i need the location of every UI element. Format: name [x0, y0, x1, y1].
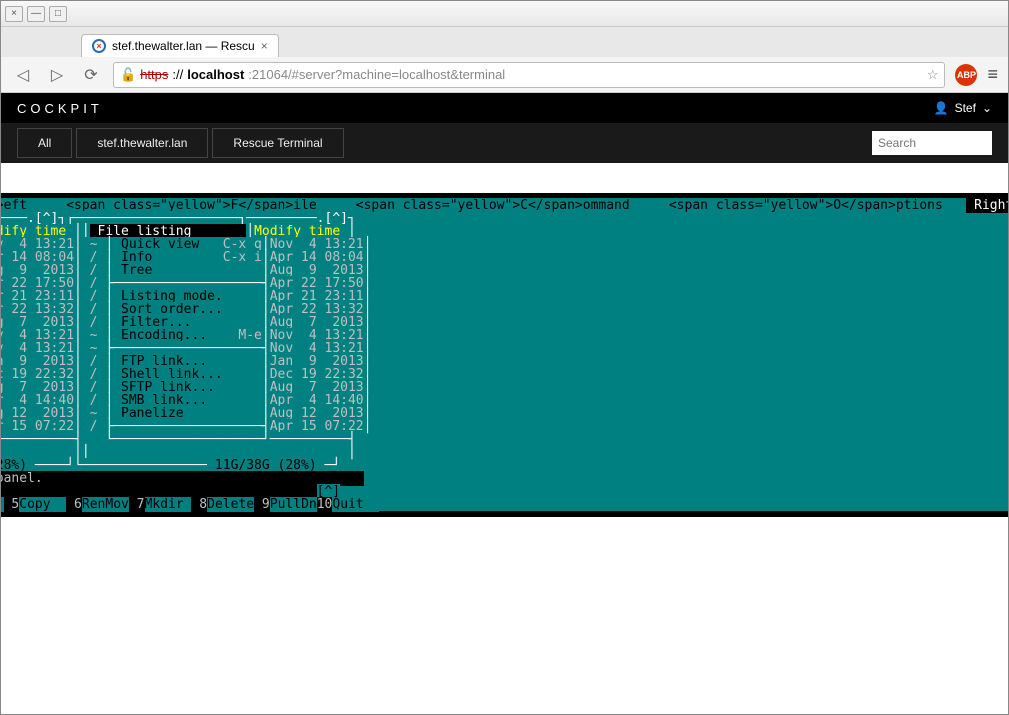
- browser-tabstrip: × stef.thewalter.lan — Rescu ×: [1, 27, 1008, 57]
- browser-toolbar: ◁ ▷ ⟳ 🔓 https :// localhost :21064/#server?…: [1, 57, 1008, 93]
- url-scheme: https: [140, 67, 168, 82]
- terminal[interactable]: <span class="yellow">L</span>eft <span c…: [1, 193, 1008, 517]
- reload-button[interactable]: ⟳: [79, 63, 103, 87]
- cockpit-brand: COCKPIT: [17, 101, 103, 116]
- lock-broken-icon: 🔓: [120, 67, 136, 83]
- user-menu[interactable]: 👤 Stef ⌄: [934, 101, 992, 115]
- tab-favicon: ×: [92, 39, 106, 53]
- window-minimize-button[interactable]: —: [27, 6, 45, 22]
- url-path: :21064/#server?machine=localhost&termina…: [248, 67, 505, 82]
- nav-rescue[interactable]: Rescue Terminal: [212, 128, 343, 158]
- forward-button[interactable]: ▷: [45, 63, 69, 87]
- browser-tab[interactable]: × stef.thewalter.lan — Rescu ×: [81, 34, 279, 57]
- window-close-button[interactable]: ×: [5, 6, 23, 22]
- nav-all[interactable]: All: [17, 128, 72, 158]
- url-host: localhost: [187, 67, 244, 82]
- browser-window: × — □ × stef.thewalter.lan — Rescu × ◁ ▷…: [0, 0, 1009, 715]
- adblock-icon[interactable]: ABP: [955, 64, 977, 86]
- window-maximize-button[interactable]: □: [49, 6, 67, 22]
- mc-screen[interactable]: <span class="yellow">L</span>eft <span c…: [1, 199, 1008, 511]
- nav-host[interactable]: stef.thewalter.lan: [76, 128, 208, 158]
- chevron-down-icon: ⌄: [982, 101, 992, 115]
- tab-title: stef.thewalter.lan — Rescu: [112, 39, 255, 53]
- page-content: COCKPIT 👤 Stef ⌄ All stef.thewalter.lan …: [1, 93, 1008, 714]
- menu-button[interactable]: ≡: [987, 64, 998, 85]
- search-input[interactable]: [872, 131, 992, 155]
- cockpit-header: COCKPIT 👤 Stef ⌄: [1, 93, 1008, 123]
- back-button[interactable]: ◁: [11, 63, 35, 87]
- address-bar[interactable]: 🔓 https :// localhost :21064/#server?machin…: [113, 62, 945, 88]
- bookmark-star-icon[interactable]: ☆: [927, 67, 939, 83]
- url-sep: ://: [172, 67, 183, 82]
- terminal-container: <span class="yellow">L</span>eft <span c…: [1, 163, 1008, 517]
- cockpit-nav: All stef.thewalter.lan Rescue Terminal: [1, 123, 1008, 163]
- tab-close-icon[interactable]: ×: [261, 39, 268, 53]
- window-titlebar: × — □: [1, 1, 1008, 27]
- user-icon: 👤: [934, 101, 949, 115]
- user-name: Stef: [955, 101, 976, 115]
